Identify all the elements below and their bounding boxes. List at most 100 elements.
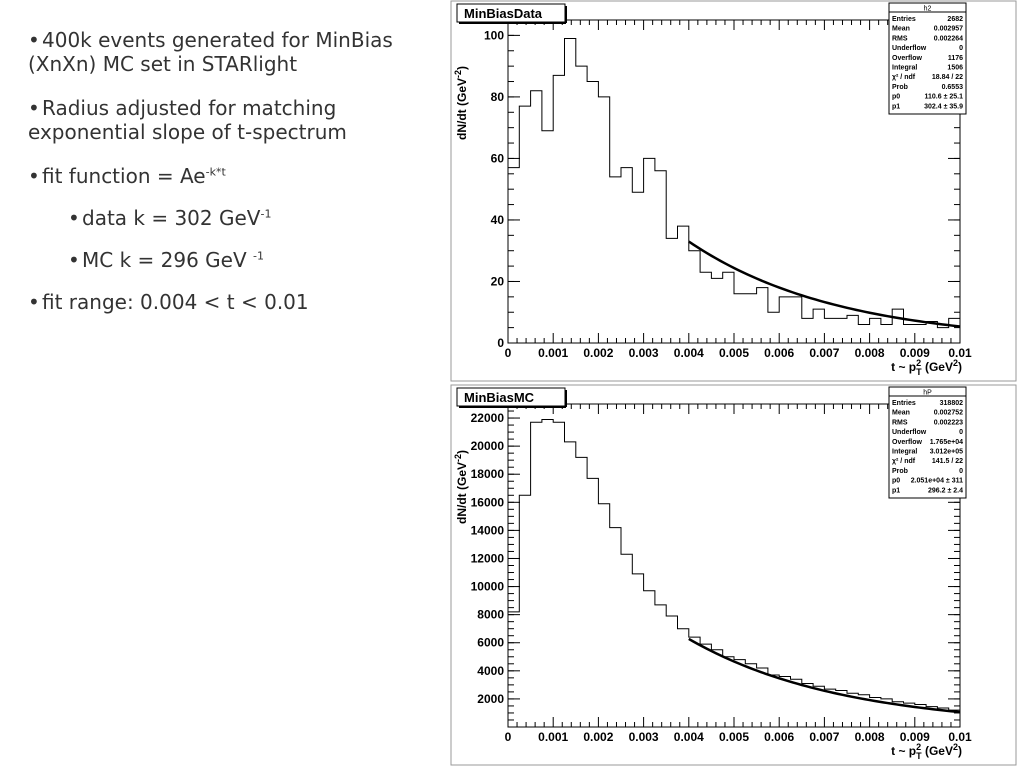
bullet-fit-range: • fit range: 0.004 < t < 0.01 [28,290,309,314]
bullet-events: • 400k events generated for MinBias (XnXn… [28,28,393,76]
x-tick-label: 0.01 [948,730,972,744]
stats-value: 2.051e+04 ± 311 [911,478,963,485]
y-tick-label: 6000 [477,636,504,650]
minbiasdata-chart: 0 0.001 0.002 0.003 0.004 0.005 0.006 0.007 0.00… [450,0,1017,382]
x-tick-label: 0.001 [538,346,568,360]
stats-value: 1176 [948,55,963,62]
stats-name: h2 [924,6,932,13]
stats-key: Underflow [892,45,927,52]
x-tick-label: 0.009 [900,346,930,360]
stats-value: 0.002223 [934,419,963,426]
y-tick-label: 20 [491,274,505,288]
y-tick-label: 16000 [471,495,505,509]
stats-value: 3.012e+05 [930,449,963,456]
y-tick-label: 100 [484,28,504,42]
x-tick-label: 0.002 [583,346,613,360]
stats-key: p0 [892,94,900,101]
bullet-fit-function: • fit function = Ae-k*t [28,164,226,188]
fit-curve [688,240,961,328]
x-tick-label: 0.008 [855,346,885,360]
plots-canvas: 0 0.001 0.002 0.003 0.004 0.005 0.006 0.007 0.00… [450,0,1017,766]
x-tick-label: 0.006 [764,346,794,360]
stats-key: p0 [892,478,900,485]
y-tick-label: 80 [491,90,505,104]
stats-value: 0.6553 [942,84,964,91]
y-axis-label: dN/dt (GeV-2) [453,450,469,524]
stats-box [888,2,967,115]
x-axis-label: t ~ p2 T (GeV2) [891,358,962,377]
x-tick-label: 0.006 [764,730,794,744]
stats-key: Prob [892,84,908,91]
stats-value: 141.5 / 22 [932,458,963,465]
x-tick-label: 0 [505,346,512,360]
stats-key: Overflow [892,439,923,446]
y-tick-label: 2000 [477,692,504,706]
stats-key: Underflow [892,429,927,436]
x-tick-label: 0.005 [719,346,749,360]
stats-name: hP [923,390,932,397]
stats-key: χ² / ndf [892,74,916,81]
y-tick-label: 10000 [471,580,505,594]
stats-value: 0 [959,468,963,475]
stats-value: 318802 [940,400,963,407]
y-tick-label: 40 [491,213,505,227]
x-tick-label: 0.004 [674,730,704,744]
minbiasmc-chart: 0 0.001 0.002 0.003 0.004 0.005 0.006 0.007 0.00… [450,384,1017,766]
y-tick-label: 4000 [477,664,504,678]
chart-title: MinBiasData [464,6,543,21]
x-tick-label: 0.001 [538,730,568,744]
stats-value: 296.2 ± 2.4 [928,487,963,494]
stats-value: 0.002957 [934,26,963,33]
y-tick-label: 20000 [471,439,505,453]
stats-value: 302.4 ± 35.9 [924,103,963,110]
bullet-radius: • Radius adjusted for matching exponentia… [28,96,347,144]
histogram-line [507,418,960,727]
x-tick-label: 0.002 [583,730,613,744]
stats-key: Mean [892,410,910,417]
stats-value: 1506 [947,65,963,72]
y-tick-label: 22000 [471,411,505,425]
histogram-line [507,37,960,343]
y-tick-label: 8000 [477,608,504,622]
stats-key: RMS [892,35,908,42]
stats-key: RMS [892,419,908,426]
stats-key: Prob [892,468,908,475]
x-tick-label: 0.008 [855,730,885,744]
y-tick-label: 60 [491,151,505,165]
y-axis-label: dN/dt (GeV-2) [453,66,469,140]
stats-key: χ² / ndf [892,458,916,465]
x-tick-label: 0.003 [629,346,659,360]
x-tick-label: 0.003 [629,730,659,744]
stats-key: p1 [892,103,900,110]
stats-value: 0.002752 [934,410,963,417]
fit-curve [688,637,961,714]
stats-key: Integral [892,65,917,72]
stats-value: 1.765e+04 [930,439,963,446]
stats-value: 0 [959,45,963,52]
stats-value: 0 [959,429,963,436]
y-tick-label: 18000 [471,467,505,481]
x-tick-label: 0.004 [674,346,704,360]
x-tick-label: 0.009 [900,730,930,744]
stats-key: Entries [892,16,916,23]
stats-box [888,386,967,499]
x-tick-label: 0 [505,730,512,744]
stats-value: 110.6 ± 25.1 [925,94,964,101]
x-tick-label: 0.007 [809,346,839,360]
stats-value: 2682 [947,16,963,23]
x-axis-label: t ~ p2 T (GeV2) [891,742,962,761]
x-tick-label: 0.005 [719,730,749,744]
y-tick-label: 0 [497,336,504,350]
stats-key: p1 [892,487,900,494]
stats-key: Overflow [892,55,923,62]
bullet-mc-k: • MC k = 296 GeV -1 [68,248,264,272]
stats-key: Integral [892,449,917,456]
y-tick-label: 14000 [471,523,505,537]
y-tick-label: 12000 [471,551,505,565]
stats-value: 18.84 / 22 [932,74,963,81]
stats-value: 0.002264 [934,35,963,42]
stats-key: Mean [892,26,910,33]
stats-key: Entries [892,400,916,407]
bullet-data-k: • data k = 302 GeV-1 [68,206,272,230]
x-tick-label: 0.01 [948,346,972,360]
